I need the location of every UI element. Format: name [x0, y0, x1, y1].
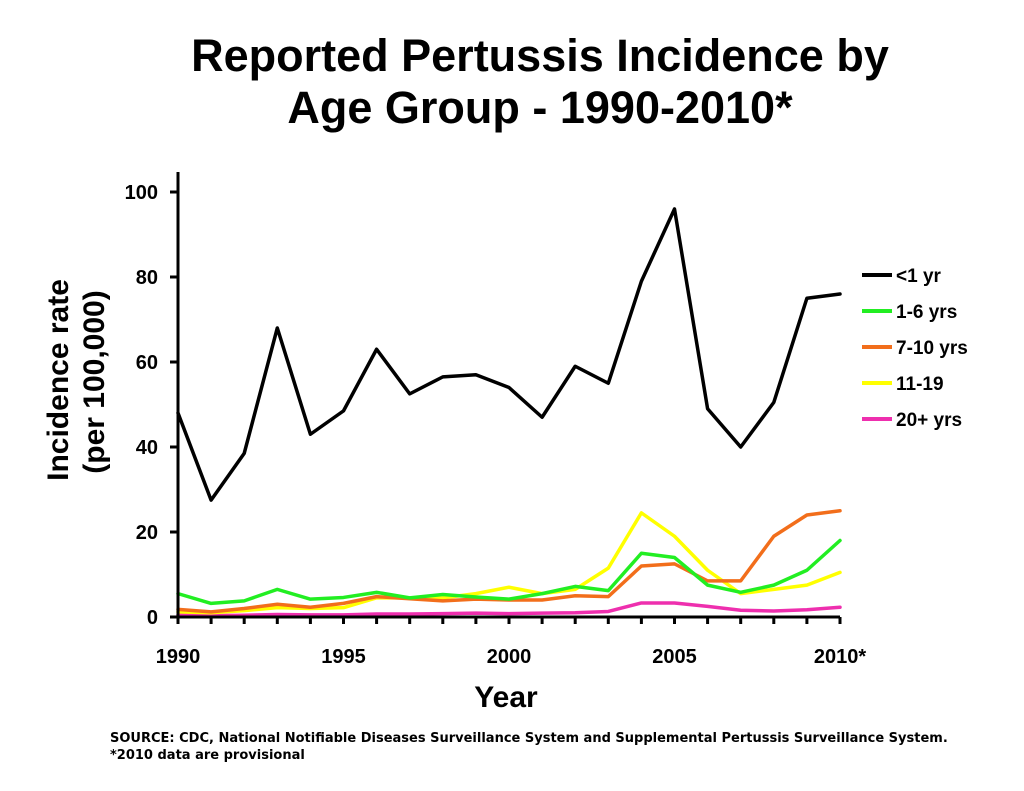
x-tick-label: 2000	[487, 646, 532, 668]
y-axis-title-line-2: (per 100,000)	[78, 290, 111, 473]
y-axis-title-line-1: Incidence rate	[42, 279, 75, 481]
legend-label-5: 20+ yrs	[896, 410, 962, 431]
legend-label-2: 1-6 yrs	[896, 302, 957, 323]
y-tick-label: 60	[136, 352, 158, 374]
source-note: SOURCE: CDC, National Notifiable Disease…	[110, 731, 948, 763]
legend: <1 yr 1-6 yrs 7-10 yrs 11-19 20+ yrs	[862, 266, 968, 431]
legend-label-1: <1 yr	[896, 266, 942, 287]
series-line-5	[176, 601, 842, 618]
y-tick-label: 0	[147, 607, 158, 629]
legend-label-3: 7-10 yrs	[896, 338, 968, 359]
chart-title-line-2: Age Group - 1990-2010*	[287, 82, 793, 133]
series-line-2	[176, 538, 842, 606]
y-axis-title: Incidence rate (per 100,000)	[42, 279, 111, 481]
chart-title-line-1: Reported Pertussis Incidence by	[191, 30, 889, 81]
y-tick-label: 100	[125, 182, 158, 204]
y-tick-label: 40	[136, 437, 158, 459]
axes-layer	[176, 172, 840, 619]
legend-label-4: 11-19	[896, 374, 944, 395]
series-layer	[176, 207, 842, 618]
y-tick-label: 80	[136, 267, 158, 289]
x-axis-title: Year	[474, 681, 538, 714]
y-tick-label: 20	[136, 522, 158, 544]
ticks-layer: 0 20 40 60 80 100 1990 1995 2000 2005 2010*	[125, 182, 867, 668]
x-tick-label: 1990	[156, 646, 201, 668]
series-line-4	[176, 511, 842, 615]
series-line-3	[176, 509, 842, 614]
chart-title: Reported Pertussis Incidence by Age Grou…	[0, 30, 1024, 134]
series-line-1	[176, 207, 842, 502]
x-tick-label: 2005	[652, 646, 697, 668]
x-tick-label: 2010*	[814, 646, 866, 668]
x-tick-label: 1995	[321, 646, 366, 668]
